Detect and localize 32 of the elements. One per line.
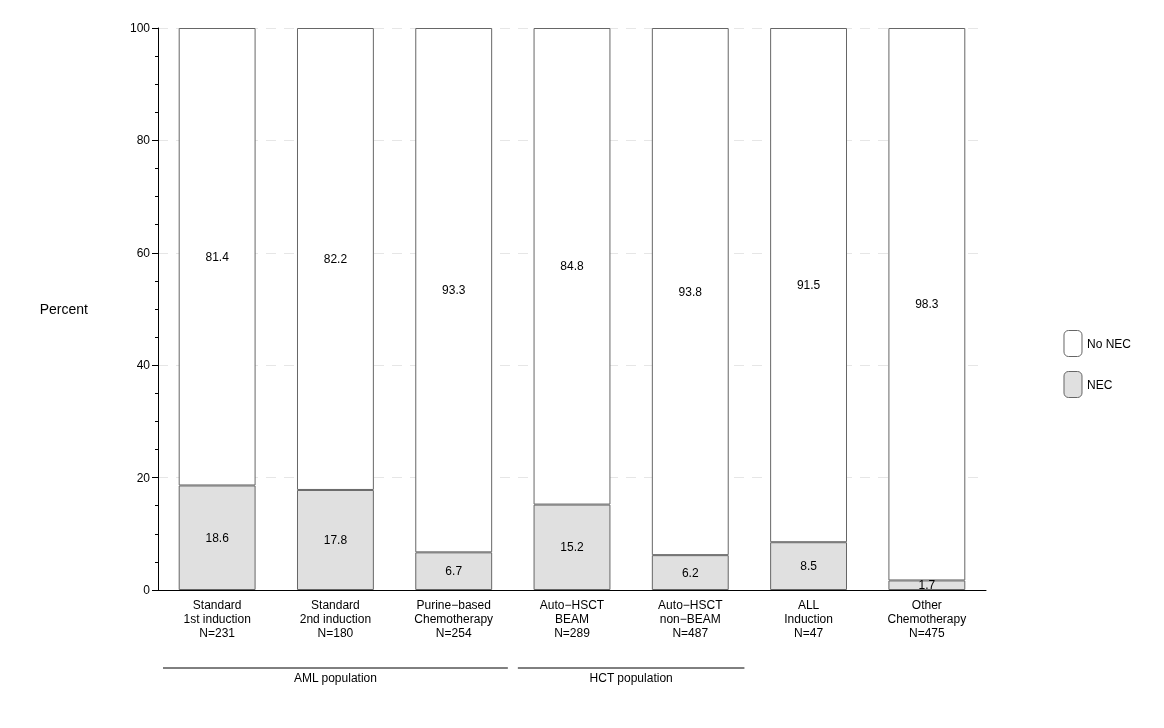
text: HCT population [589,671,673,685]
data-label: 6.2 [681,565,699,580]
data-label: 8.5 [800,559,818,574]
y-tick-label: 20 [136,470,151,485]
data-label: 17.8 [323,532,348,547]
data-label: 84.8 [560,259,584,274]
y-tick-label: 40 [136,358,151,373]
data-label: 15.2 [560,540,584,555]
data-label: 91.5 [796,278,821,293]
data-label: 82.2 [323,251,348,266]
y-tick-label: 0 [143,583,151,597]
x-tick-label: ALL Induction N=47 [784,598,833,640]
legend-label: NEC [1086,377,1113,392]
y-tick-label: 60 [136,245,151,260]
data-label: 93.8 [678,284,703,299]
data-label: 98.3 [915,297,939,312]
text: AML population [293,671,377,685]
data-label: 1.7 [918,578,936,593]
x-tick-label: Auto−HSCT BEAM N=289 [539,598,605,640]
x-tick-label: Standard 2nd induction N=180 [299,598,372,640]
data-label: 93.3 [442,283,466,298]
y-axis-title: Percent [39,301,89,317]
x-tick-label: Auto−HSCT non−BEAM N=487 [658,598,724,640]
y-tick-label: 100 [129,21,151,35]
y-tick-label: 80 [136,133,151,148]
data-label: 6.7 [445,564,463,579]
x-tick-label: Standard 1st induction N=231 [183,598,251,640]
legend-label: No NEC [1086,336,1132,351]
x-tick-label: Other Chemotherapy N=475 [887,598,967,640]
data-label: 81.4 [205,249,230,264]
x-tick-label: Purine−based Chemotherapy N=254 [414,598,494,640]
data-label: 18.6 [205,530,230,545]
